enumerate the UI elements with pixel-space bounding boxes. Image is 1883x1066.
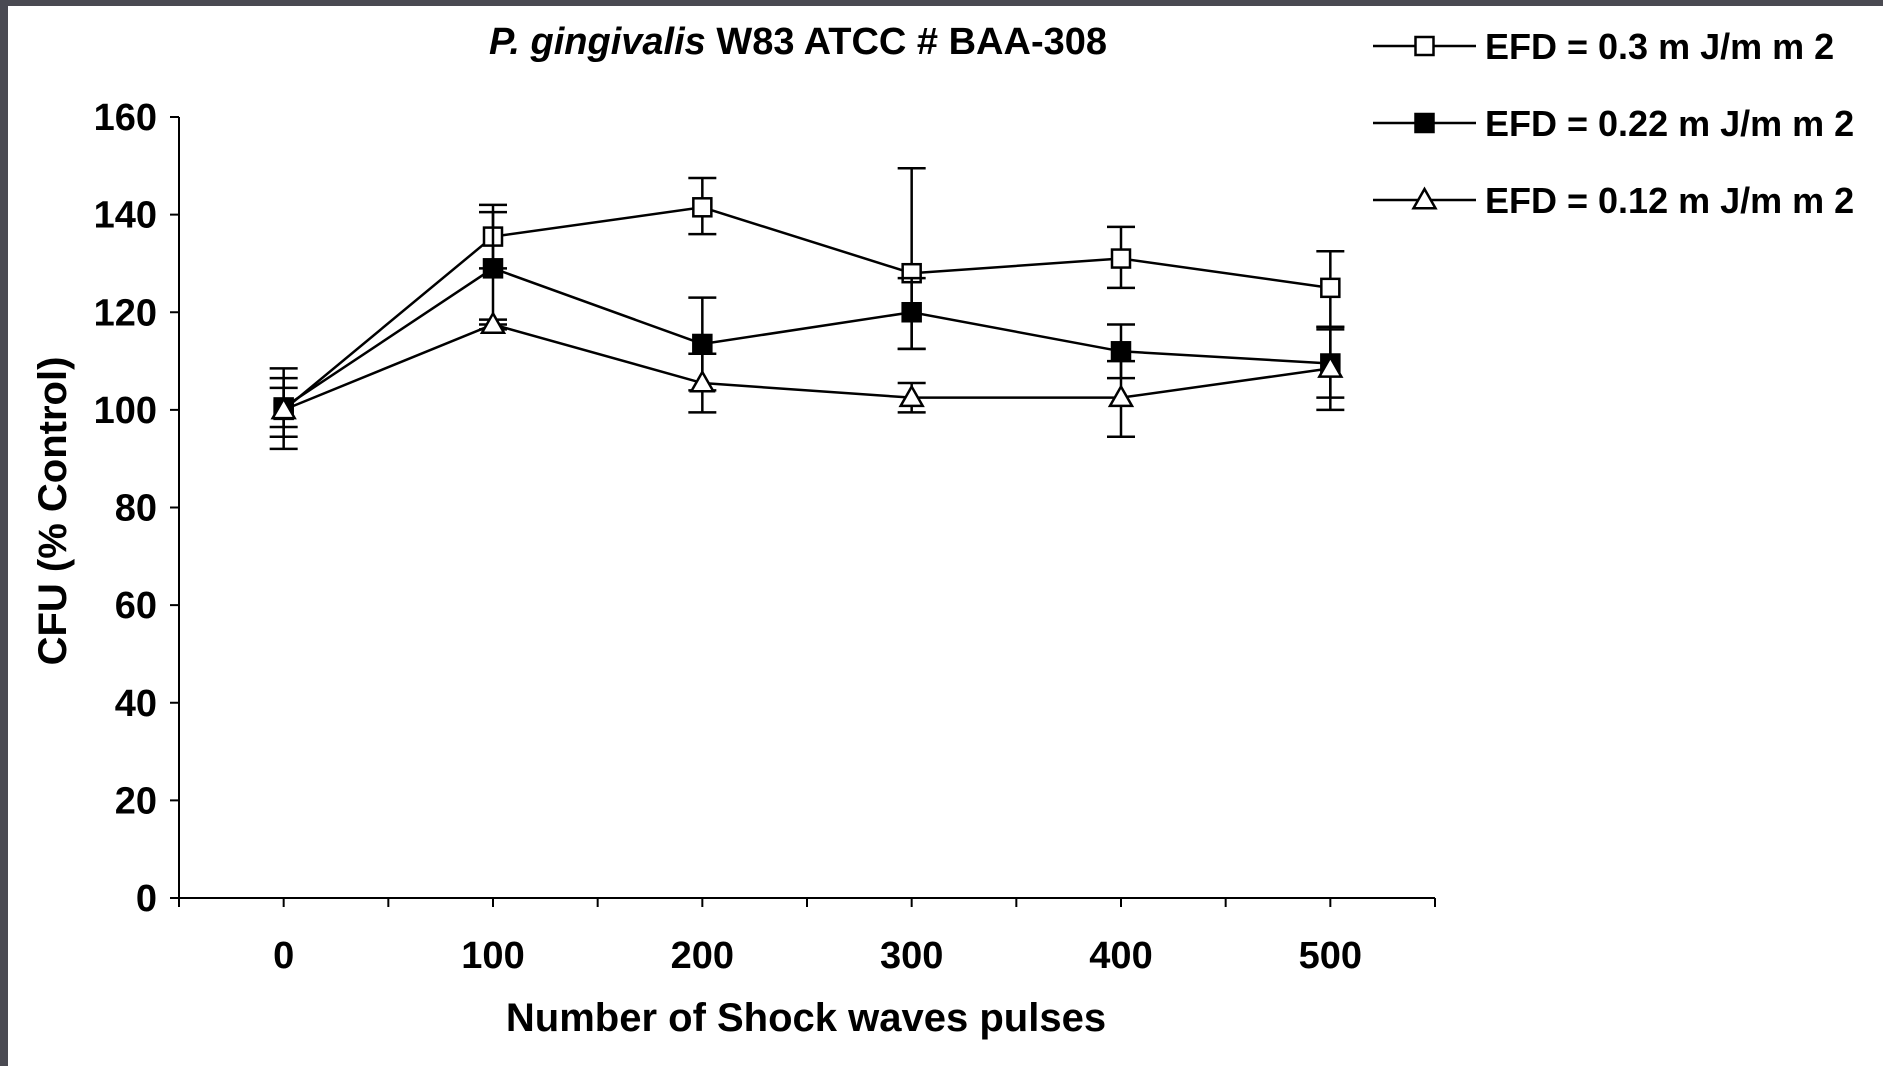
data-point bbox=[1320, 277, 1341, 299]
series-2 bbox=[269, 210, 1345, 438]
y-axis-label: CFU (% Control) bbox=[31, 357, 75, 666]
y-tick-label: 40 bbox=[115, 683, 157, 725]
chart-frame: P. gingivalis W83 ATCC # BAA-308 0 20 40 60… bbox=[8, 6, 1883, 1066]
legend-entry-3: EFD = 0.12 m J/m m 2 bbox=[1373, 180, 1854, 221]
legend-entry-2: EFD = 0.22 m J/m m 2 bbox=[1373, 103, 1854, 144]
axes: 0 20 40 60 80 100 120 140 160 0 100 200 300 400 500 bbox=[94, 97, 1436, 977]
data-point bbox=[482, 258, 504, 279]
legend-label: EFD = 0.12 m J/m m 2 bbox=[1485, 180, 1854, 221]
x-tick-label: 500 bbox=[1299, 935, 1362, 977]
line-chart: P. gingivalis W83 ATCC # BAA-308 0 20 40 60… bbox=[31, 21, 1854, 1040]
x-tick-label: 200 bbox=[671, 935, 734, 977]
y-tick-label: 160 bbox=[94, 97, 157, 139]
x-tick-label: 300 bbox=[880, 935, 943, 977]
legend-entry-1: EFD = 0.3 m J/m m 2 bbox=[1373, 26, 1834, 67]
x-tick-label: 0 bbox=[273, 935, 294, 977]
series-line bbox=[282, 266, 1331, 409]
data-point bbox=[1107, 384, 1135, 408]
y-tick-label: 60 bbox=[115, 585, 157, 627]
series-line bbox=[283, 323, 1331, 412]
data-point bbox=[692, 197, 713, 218]
data-point bbox=[901, 302, 922, 323]
data-point bbox=[479, 310, 507, 334]
legend-marker bbox=[1411, 186, 1438, 210]
legend-label: EFD = 0.3 m J/m m 2 bbox=[1485, 26, 1834, 67]
chart-title-italic: P. gingivalis bbox=[489, 21, 706, 63]
legend-marker bbox=[1414, 35, 1435, 57]
data-point bbox=[898, 384, 925, 408]
y-tick-label: 80 bbox=[115, 488, 157, 530]
data-point bbox=[270, 396, 297, 420]
legend: EFD = 0.3 m J/m m 2 EFD = 0.22 m J/m m 2 E… bbox=[1373, 26, 1854, 221]
x-tick-label: 400 bbox=[1089, 935, 1152, 977]
series-line bbox=[282, 206, 1331, 411]
legend-label: EFD = 0.22 m J/m m 2 bbox=[1485, 103, 1854, 144]
data-point bbox=[692, 333, 713, 355]
y-tick-label: 140 bbox=[94, 195, 157, 237]
data-point bbox=[1110, 341, 1132, 362]
x-axis-label: Number of Shock waves pulses bbox=[506, 996, 1106, 1040]
y-tick-label: 100 bbox=[94, 390, 157, 432]
series-layer bbox=[269, 167, 1345, 451]
data-point bbox=[1317, 354, 1344, 378]
chart-title: P. gingivalis W83 ATCC # BAA-308 bbox=[489, 21, 1107, 63]
x-tick-label: 100 bbox=[461, 935, 524, 977]
y-tick-label: 0 bbox=[136, 878, 157, 920]
chart-title-rest: W83 ATCC # BAA-308 bbox=[706, 21, 1107, 63]
series-3 bbox=[269, 310, 1345, 438]
legend-marker bbox=[1414, 112, 1435, 134]
data-point bbox=[689, 369, 716, 393]
y-tick-label: 20 bbox=[115, 780, 157, 822]
y-tick-label: 120 bbox=[94, 292, 157, 334]
data-point bbox=[1110, 248, 1132, 269]
